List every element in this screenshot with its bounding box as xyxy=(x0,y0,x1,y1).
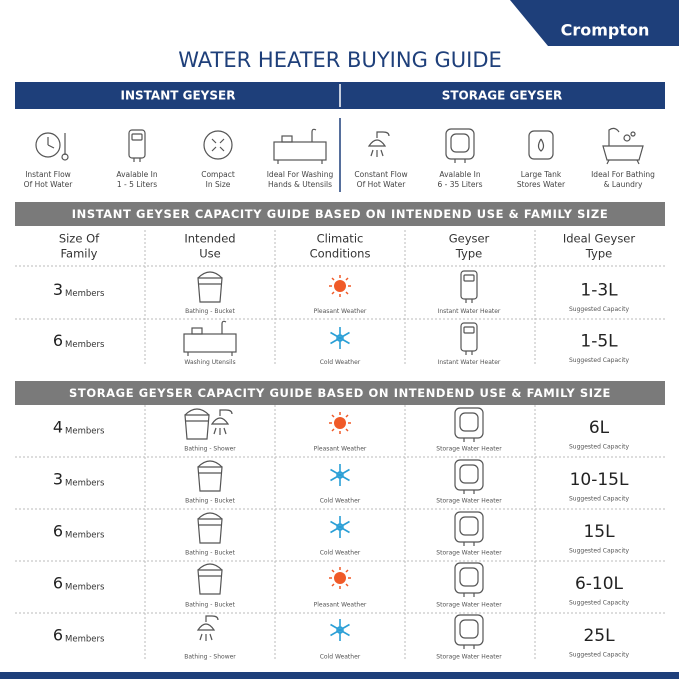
feature-label: Of Hot Water xyxy=(357,180,407,189)
feature-label: In Size xyxy=(206,180,231,189)
section-bar xyxy=(15,202,665,226)
members-unit: Members xyxy=(65,583,105,593)
members-count: 6 xyxy=(53,574,63,593)
brand-badge xyxy=(510,0,679,46)
members-count: 6 xyxy=(53,522,63,541)
geyser-label: Instant Water Heater xyxy=(438,308,501,315)
capacity-note: Suggested Capacity xyxy=(569,357,629,364)
geyser-label: Storage Water Heater xyxy=(436,446,502,453)
section-title: INSTANT GEYSER CAPACITY GUIDE BASED ON I… xyxy=(72,207,609,221)
use-label: Bathing - Bucket xyxy=(185,602,235,609)
feature-label: 6 - 35 Liters xyxy=(438,180,483,189)
capacity: 6L xyxy=(589,418,610,438)
members-count: 3 xyxy=(53,280,63,299)
members-unit: Members xyxy=(65,531,105,541)
members-count: 3 xyxy=(53,470,63,489)
capacity-note: Suggested Capacity xyxy=(569,600,629,607)
geyser-label: Storage Water Heater xyxy=(436,654,502,661)
use-label: Washing Utensils xyxy=(184,359,235,366)
members-unit: Members xyxy=(65,340,105,350)
column-header: Use xyxy=(199,247,220,261)
climate-label: Pleasant Weather xyxy=(314,602,367,609)
use-label: Bathing - Shower xyxy=(184,654,236,661)
members-unit: Members xyxy=(65,479,105,489)
climate-label: Cold Weather xyxy=(320,359,361,366)
geyser-label: Storage Water Heater xyxy=(436,602,502,609)
use-label: Bathing - Shower xyxy=(184,446,236,453)
feature-label: Instant Flow xyxy=(25,170,71,179)
feature-label: & Laundry xyxy=(604,180,643,189)
column-header: Intended xyxy=(184,232,235,246)
feature-label: Avalable In xyxy=(116,170,157,179)
capacity-note: Suggested Capacity xyxy=(569,652,629,659)
capacity-note: Suggested Capacity xyxy=(569,306,629,313)
feature-label: Avalable In xyxy=(439,170,480,179)
feature-label: Compact xyxy=(201,170,235,179)
section-title: STORAGE GEYSER CAPACITY GUIDE BASED ON I… xyxy=(69,386,611,400)
members-count: 6 xyxy=(53,331,63,350)
column-header: Type xyxy=(585,247,612,261)
feature-label: Of Hot Water xyxy=(24,180,74,189)
members-unit: Members xyxy=(65,427,105,437)
column-header: Climatic xyxy=(317,232,364,246)
title: WATER HEATER BUYING GUIDE xyxy=(178,48,502,72)
members-unit: Members xyxy=(65,289,105,299)
capacity: 25L xyxy=(583,626,615,646)
members-unit: Members xyxy=(65,635,105,645)
feature-label: Ideal For Bathing xyxy=(591,170,655,179)
climate-label: Cold Weather xyxy=(320,550,361,557)
column-header: Family xyxy=(60,247,97,261)
tab: STORAGE GEYSER xyxy=(442,89,563,103)
use-label: Bathing - Bucket xyxy=(185,498,235,505)
tab: INSTANT GEYSER xyxy=(121,89,236,103)
column-header: Ideal Geyser xyxy=(563,232,636,246)
members-count: 6 xyxy=(53,626,63,645)
footer-bar xyxy=(0,672,679,679)
feature-label: Stores Water xyxy=(517,180,566,189)
capacity-note: Suggested Capacity xyxy=(569,444,629,451)
capacity: 6-10L xyxy=(575,574,624,594)
climate-label: Cold Weather xyxy=(320,498,361,505)
climate-label: Cold Weather xyxy=(320,654,361,661)
capacity: 1-5L xyxy=(580,332,618,352)
column-header: Conditions xyxy=(310,247,371,261)
feature-label: 1 - 5 Liters xyxy=(117,180,157,189)
use-label: Bathing - Bucket xyxy=(185,550,235,557)
feature-label: Hands & Utensils xyxy=(268,180,332,189)
geyser-label: Storage Water Heater xyxy=(436,550,502,557)
climate-label: Pleasant Weather xyxy=(314,308,367,315)
feature-label: Large Tank xyxy=(521,170,562,179)
capacity: 10-15L xyxy=(570,470,629,490)
geyser-label: Instant Water Heater xyxy=(438,359,501,366)
members-count: 4 xyxy=(53,418,63,437)
row-icons xyxy=(183,270,484,650)
feature-label: Constant Flow xyxy=(354,170,407,179)
feature-label: Ideal For Washing xyxy=(267,170,334,179)
column-header: Geyser xyxy=(449,232,490,246)
section-bar xyxy=(15,381,665,405)
column-header: Size Of xyxy=(59,232,100,246)
capacity: 15L xyxy=(583,522,615,542)
capacity: 1-3L xyxy=(580,281,618,301)
geyser-label: Storage Water Heater xyxy=(436,498,502,505)
climate-label: Pleasant Weather xyxy=(314,446,367,453)
capacity-note: Suggested Capacity xyxy=(569,496,629,503)
column-header: Type xyxy=(455,247,482,261)
capacity-note: Suggested Capacity xyxy=(569,548,629,555)
brand: Crompton xyxy=(561,21,650,40)
use-label: Bathing - Bucket xyxy=(185,308,235,315)
